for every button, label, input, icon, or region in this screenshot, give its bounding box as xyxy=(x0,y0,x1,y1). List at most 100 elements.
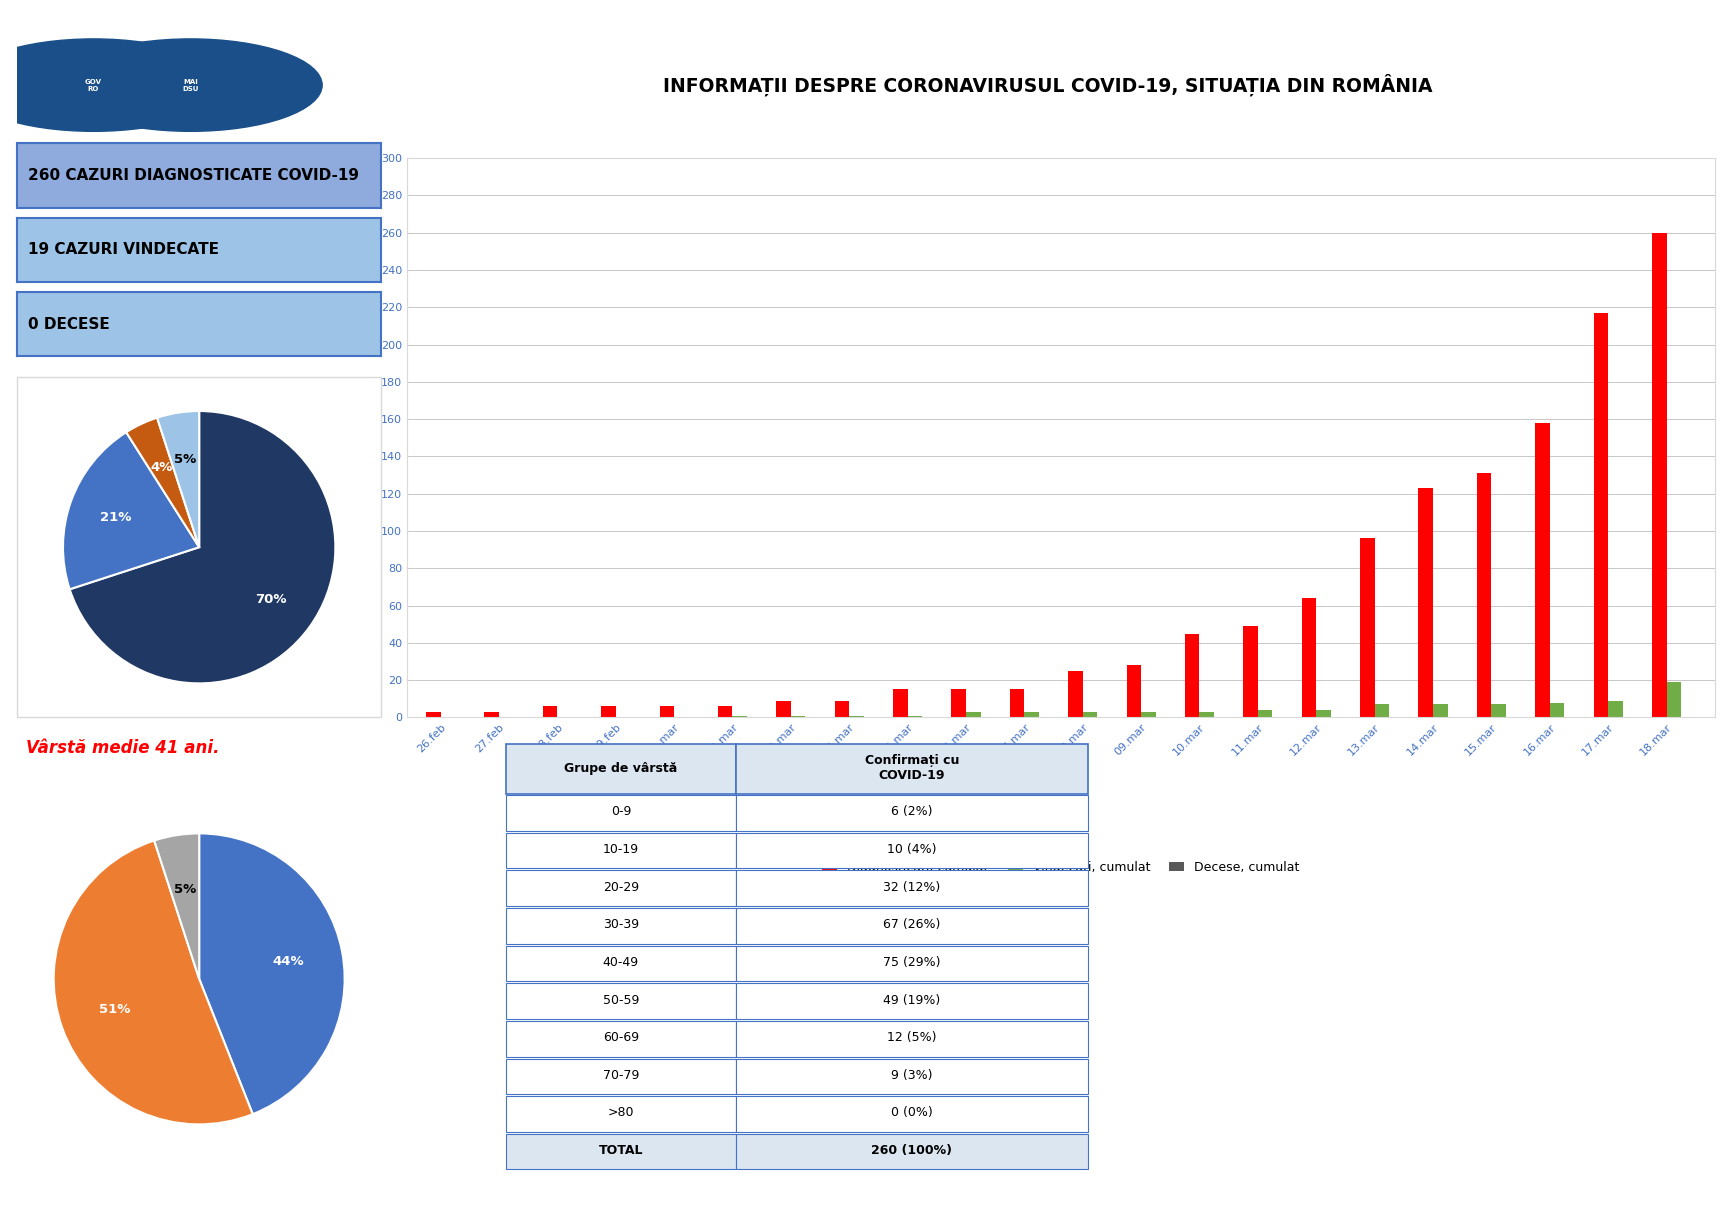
FancyBboxPatch shape xyxy=(506,984,736,1019)
Bar xyxy=(733,715,746,717)
Bar xyxy=(426,711,440,717)
Text: 5%: 5% xyxy=(175,454,196,466)
Bar xyxy=(1200,711,1214,717)
Text: Confirmați cu
COVID-19: Confirmați cu COVID-19 xyxy=(864,754,960,782)
Bar xyxy=(1010,689,1024,717)
FancyBboxPatch shape xyxy=(736,908,1088,944)
Bar xyxy=(717,706,733,717)
Bar xyxy=(1419,488,1432,717)
FancyBboxPatch shape xyxy=(506,1021,736,1057)
FancyBboxPatch shape xyxy=(506,744,736,794)
Bar xyxy=(1593,313,1607,717)
Bar xyxy=(1652,232,1666,717)
FancyBboxPatch shape xyxy=(736,871,1088,906)
Bar xyxy=(1069,671,1082,717)
Bar xyxy=(966,711,980,717)
FancyBboxPatch shape xyxy=(506,1059,736,1094)
Text: 260 (100%): 260 (100%) xyxy=(871,1144,953,1158)
Text: 67 (26%): 67 (26%) xyxy=(883,918,940,931)
Text: 51%: 51% xyxy=(99,1003,130,1015)
FancyBboxPatch shape xyxy=(736,946,1088,981)
Bar xyxy=(1257,710,1273,717)
Text: 49 (19%): 49 (19%) xyxy=(883,993,940,1007)
Text: 70-79: 70-79 xyxy=(603,1069,639,1082)
FancyBboxPatch shape xyxy=(506,795,736,831)
Text: 9 (3%): 9 (3%) xyxy=(892,1069,932,1082)
Text: 4%: 4% xyxy=(151,461,173,473)
Text: 32 (12%): 32 (12%) xyxy=(883,880,940,894)
Text: 6 (2%): 6 (2%) xyxy=(892,805,932,818)
Legend: Diagnosticați, cumulat, Vindecați, cumulat, Decese, cumulat: Diagnosticați, cumulat, Vindecați, cumul… xyxy=(818,856,1304,879)
Bar xyxy=(1432,704,1448,717)
Text: 10-19: 10-19 xyxy=(603,843,639,856)
FancyBboxPatch shape xyxy=(736,1021,1088,1057)
Bar xyxy=(1185,634,1200,717)
Text: 60-69: 60-69 xyxy=(603,1031,639,1045)
Bar xyxy=(894,689,908,717)
FancyBboxPatch shape xyxy=(506,1135,736,1170)
Text: 50-59: 50-59 xyxy=(603,993,639,1007)
Text: TOTAL: TOTAL xyxy=(599,1144,643,1158)
Wedge shape xyxy=(158,411,199,547)
Text: 30-39: 30-39 xyxy=(603,918,639,931)
Text: GOV
RO: GOV RO xyxy=(85,79,102,91)
FancyBboxPatch shape xyxy=(736,833,1088,868)
Bar xyxy=(660,706,674,717)
Text: 12 (5%): 12 (5%) xyxy=(887,1031,937,1045)
Wedge shape xyxy=(199,833,345,1114)
Text: 5%: 5% xyxy=(173,883,196,896)
Wedge shape xyxy=(154,833,199,979)
Wedge shape xyxy=(126,417,199,547)
FancyBboxPatch shape xyxy=(506,946,736,981)
Bar xyxy=(542,706,558,717)
Text: 20-29: 20-29 xyxy=(603,880,639,894)
Bar xyxy=(1535,423,1550,717)
Bar xyxy=(908,715,921,717)
Bar xyxy=(849,715,864,717)
Wedge shape xyxy=(62,432,199,590)
Bar xyxy=(1141,711,1155,717)
FancyBboxPatch shape xyxy=(736,1135,1088,1170)
Circle shape xyxy=(59,39,322,131)
Bar xyxy=(485,711,499,717)
Text: 0 DECESE: 0 DECESE xyxy=(28,316,109,332)
FancyBboxPatch shape xyxy=(736,795,1088,831)
Text: 44%: 44% xyxy=(272,956,303,968)
Bar xyxy=(835,700,849,717)
Bar xyxy=(1491,704,1507,717)
Bar xyxy=(1302,598,1316,717)
Bar xyxy=(1550,703,1564,717)
Bar xyxy=(1375,704,1389,717)
Wedge shape xyxy=(54,840,253,1125)
Text: 0 (0%): 0 (0%) xyxy=(890,1107,934,1120)
Bar xyxy=(792,715,805,717)
FancyBboxPatch shape xyxy=(506,871,736,906)
FancyBboxPatch shape xyxy=(736,1059,1088,1094)
Text: 0-9: 0-9 xyxy=(611,805,630,818)
Bar xyxy=(1082,711,1098,717)
Bar xyxy=(951,689,966,717)
FancyBboxPatch shape xyxy=(736,744,1088,794)
FancyBboxPatch shape xyxy=(506,1097,736,1132)
Text: 21%: 21% xyxy=(100,511,132,524)
FancyBboxPatch shape xyxy=(506,833,736,868)
Bar xyxy=(1024,711,1039,717)
Bar xyxy=(1316,710,1330,717)
FancyBboxPatch shape xyxy=(506,908,736,944)
Text: MAI
DSU: MAI DSU xyxy=(182,79,199,91)
Text: 19 CAZURI VINDECATE: 19 CAZURI VINDECATE xyxy=(28,242,220,258)
Text: Vârstă medie 41 ani.: Vârstă medie 41 ani. xyxy=(26,739,220,756)
Text: 40-49: 40-49 xyxy=(603,956,639,969)
Bar xyxy=(776,700,792,717)
FancyBboxPatch shape xyxy=(736,984,1088,1019)
Bar xyxy=(1126,665,1141,717)
FancyBboxPatch shape xyxy=(736,1097,1088,1132)
Bar xyxy=(1244,626,1257,717)
Text: 75 (29%): 75 (29%) xyxy=(883,956,940,969)
Text: 10 (4%): 10 (4%) xyxy=(887,843,937,856)
Wedge shape xyxy=(69,411,336,683)
Text: INFORMAȚII DESPRE CORONAVIRUSUL COVID-19, SITUAȚIA DIN ROMÂNIA: INFORMAȚII DESPRE CORONAVIRUSUL COVID-19… xyxy=(663,74,1432,96)
Text: 70%: 70% xyxy=(255,592,286,606)
Bar xyxy=(601,706,615,717)
Bar xyxy=(1360,539,1375,717)
